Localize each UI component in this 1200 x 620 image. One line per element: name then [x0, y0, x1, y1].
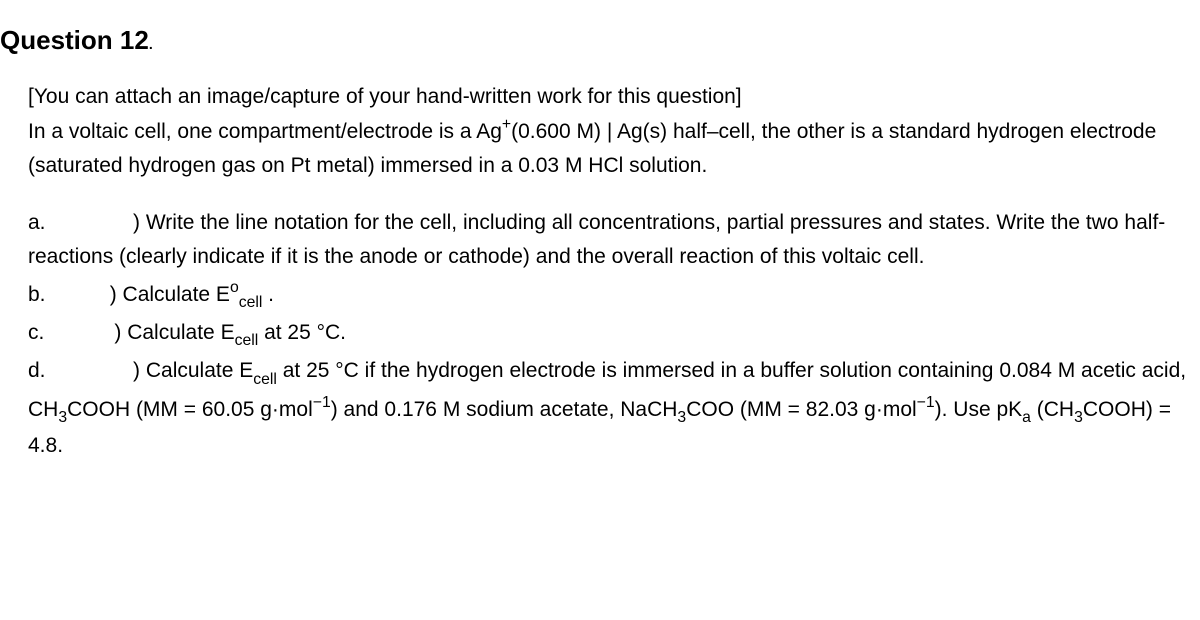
part-b-end: . — [262, 283, 274, 306]
title-text: Question 12 — [0, 25, 149, 55]
part-b: b. ) Calculate Eocell . — [28, 276, 1190, 314]
question-intro: [You can attach an image/capture of your… — [28, 80, 1190, 183]
part-a-label: a. — [28, 211, 46, 234]
part-d-sub: cell — [253, 371, 277, 388]
part-d-text1: ) Calculate E — [127, 359, 253, 382]
question-content: [You can attach an image/capture of your… — [0, 80, 1190, 463]
part-c-text1: ) Calculate E — [109, 321, 235, 344]
part-b-text1: ) Calculate E — [104, 283, 230, 306]
part-c-text2: at 25 °C. — [258, 321, 346, 344]
title-dot: . — [149, 36, 153, 52]
intro-attachment-note: [You can attach an image/capture of your… — [28, 80, 1190, 114]
part-c-label: c. — [28, 321, 44, 344]
part-a-text: ) Write the line notation for the cell, … — [28, 211, 1165, 268]
part-d-label: d. — [28, 359, 46, 382]
part-b-sup: o — [230, 279, 239, 296]
intro-problem-statement: In a voltaic cell, one compartment/elect… — [28, 113, 1190, 182]
part-d: d. ) Calculate Ecell at 25 °C if the hyd… — [28, 354, 1190, 462]
part-c: c. ) Calculate Ecell at 25 °C. — [28, 316, 1190, 352]
sub-parts: a. ) Write the line notation for the cel… — [28, 206, 1190, 462]
part-c-sub: cell — [235, 332, 259, 349]
part-b-label: b. — [28, 283, 46, 306]
part-a: a. ) Write the line notation for the cel… — [28, 206, 1190, 273]
part-b-sub: cell — [239, 294, 263, 311]
question-title: Question 12. — [0, 20, 1190, 62]
